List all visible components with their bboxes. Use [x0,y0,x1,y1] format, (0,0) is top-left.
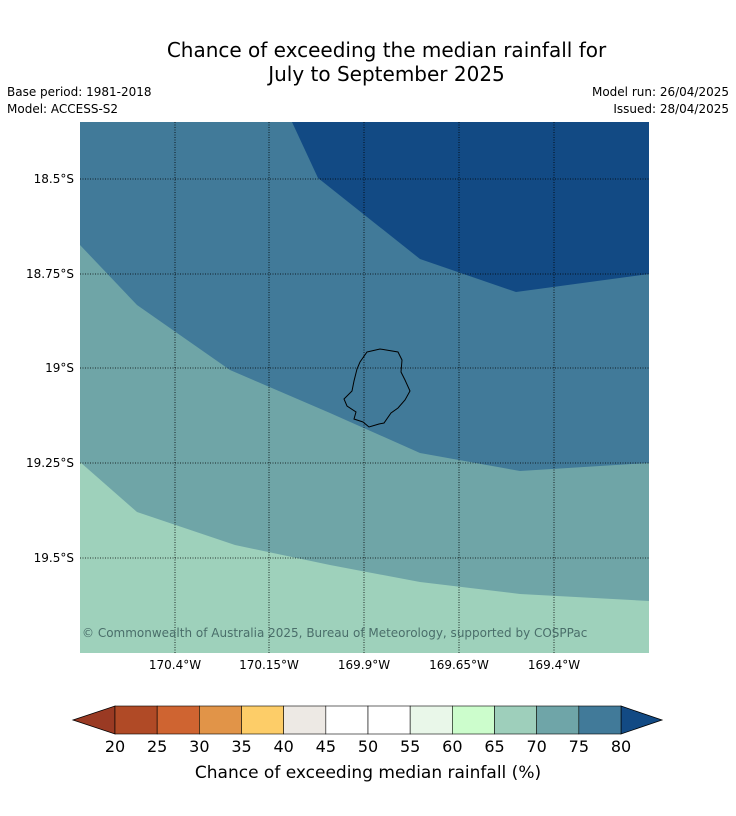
model-run: Model run: 26/04/2025 [591,85,729,99]
copyright-text: © Commonwealth of Australia 2025, Bureau… [82,626,587,640]
colorbar-segment [241,705,284,735]
lon-tick-label: 169.4°W [528,658,580,672]
colorbar-segment [283,705,327,735]
colorbar-high-arrow [620,705,664,735]
colorbar-segment [199,705,242,735]
map-area [80,122,649,653]
colorbar-tick-label: 35 [231,737,251,756]
colorbar-tick-label: 20 [105,737,125,756]
colorbar-tick-label: 75 [569,737,589,756]
lon-tick-label: 170.15°W [239,658,299,672]
colorbar-segment [409,705,453,735]
zone-above-80 [292,122,649,292]
longitude-labels: 170.4°W 170.15°W 169.9°W 169.65°W 169.4°W [149,658,580,672]
title-line-1: Chance of exceeding the median rainfall … [166,38,607,62]
colorbar-tick-label: 70 [526,737,546,756]
meta-left: Base period: 1981-2018 Model: ACCESS-S2 [7,84,152,118]
colorbar-segment [494,705,537,735]
model-name: Model: ACCESS-S2 [7,102,119,116]
colorbar-tick-label: 45 [316,737,336,756]
colorbar-segment [367,705,411,735]
colorbar-segment [156,705,200,735]
colorbar-tick-label: 55 [400,737,420,756]
title-line-2: July to September 2025 [268,62,505,86]
colorbar-low-arrow [71,705,116,735]
colorbar-segment [578,705,622,735]
colorbar-tick-label: 30 [189,737,209,756]
meta-right: Model run: 26/04/2025 Issued: 28/04/2025 [592,84,729,118]
island-outline [343,348,411,428]
lat-tick-label: 18.5°S [34,172,74,186]
colorbar-tick-label: 60 [442,737,462,756]
chart-title: Chance of exceeding the median rainfall … [0,38,736,86]
lat-tick-label: 18.75°S [26,267,74,281]
lat-tick-label: 19°S [45,361,74,375]
lat-tick-label: 19.25°S [26,456,74,470]
colorbar-labels: 20 25 30 35 40 45 50 55 60 65 70 75 80 [105,737,631,756]
colorbar-segment [325,705,369,735]
lon-tick-label: 170.4°W [149,658,201,672]
lon-tick-label: 169.9°W [338,658,390,672]
colorbar-segment [452,705,495,735]
colorbar-tick-label: 80 [611,737,631,756]
gridlines [80,122,649,653]
latitude-labels: 18.5°S 18.75°S 19°S 19.25°S 19.5°S [26,172,74,565]
colorbar-tick-label: 25 [147,737,167,756]
base-period: Base period: 1981-2018 [7,85,152,99]
colorbar-tick-label: 40 [273,737,293,756]
lon-tick-label: 169.65°W [429,658,489,672]
colorbar-tick-label: 50 [358,737,378,756]
colorbar: 20 25 30 35 40 45 50 55 60 65 70 75 80 Chance of exc… [71,705,664,783]
lat-tick-label: 19.5°S [34,551,74,565]
colorbar-segments [114,705,622,735]
issued-date: Issued: 28/04/2025 [613,102,729,116]
colorbar-tick-label: 65 [484,737,504,756]
colorbar-segment [536,705,580,735]
colorbar-segment [114,705,158,735]
colorbar-title: Chance of exceeding median rainfall (%) [195,763,541,783]
